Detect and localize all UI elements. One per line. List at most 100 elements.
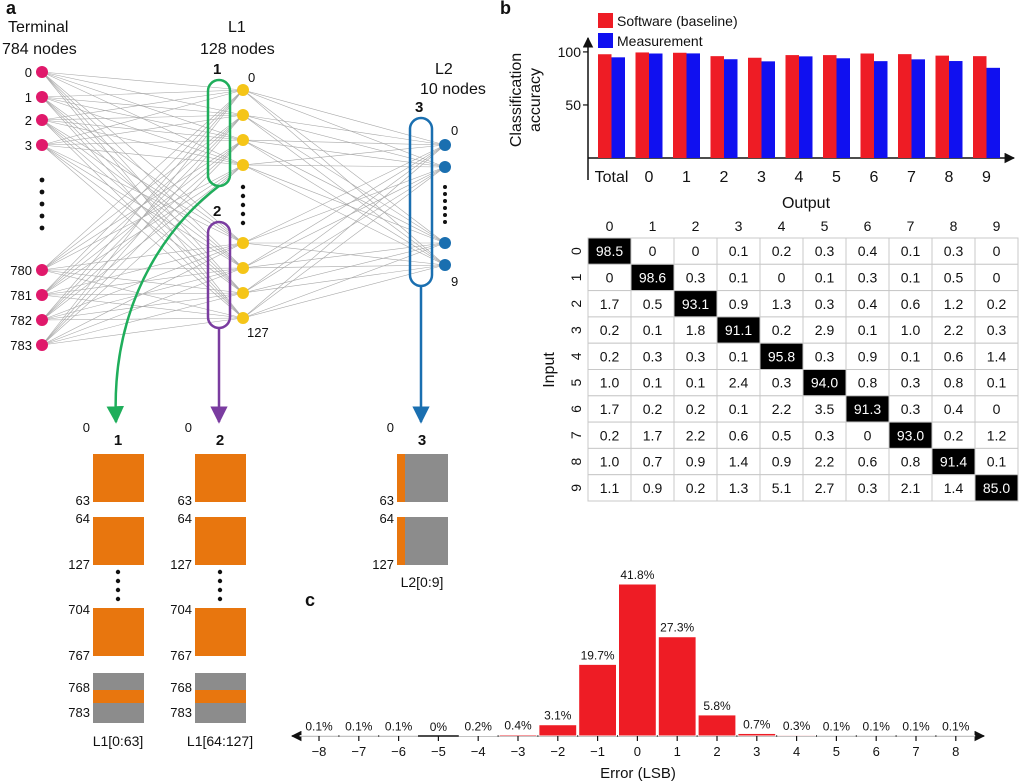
x-tick-label: 5: [833, 744, 840, 759]
x-tick-label: 9: [982, 169, 991, 186]
connection-line: [242, 166, 446, 319]
x-tick-label: 2: [720, 169, 729, 186]
histogram-value-label: 0.4%: [504, 719, 532, 733]
bar: [611, 57, 625, 158]
connection-line: [41, 292, 244, 346]
ellipsis-dot: [39, 177, 45, 183]
terminal-node-index: 0: [25, 65, 32, 80]
y-axis-title-line: Classification: [508, 53, 525, 147]
histogram-value-label: 0.1%: [863, 720, 891, 734]
bar: [898, 54, 912, 158]
matrix-cell-value: 0: [606, 269, 614, 285]
matrix-cell-value: 0.8: [858, 375, 878, 391]
x-tick-label: 3: [753, 744, 760, 759]
ellipsis-dot: [217, 578, 223, 584]
matrix-cell-value: 1.1: [600, 480, 620, 496]
matrix-cell: [673, 369, 718, 397]
unused-block: [397, 517, 448, 565]
connection-line: [242, 114, 446, 146]
connection-line: [242, 242, 446, 269]
ellipsis-dot: [443, 213, 447, 217]
x-tick-label: 5: [832, 169, 841, 186]
matrix-cell-value: 0.1: [729, 269, 749, 285]
array-row-index: 704: [170, 602, 192, 617]
x-tick-label: −8: [312, 744, 327, 759]
matrix-cell: [716, 369, 761, 397]
connection-line: [242, 139, 446, 146]
node-groups: 1 2 3: [106, 61, 434, 424]
connection-lines: [41, 71, 446, 346]
matrix-cell-value: 0.1: [729, 401, 749, 417]
matrix-cell-value: 0.1: [858, 322, 878, 338]
matrix-cell-value: 0.3: [815, 243, 835, 259]
connection-line: [41, 89, 244, 121]
connection-line: [242, 164, 446, 244]
matrix-cell-value: 0.9: [772, 454, 792, 470]
x-tick-label: 7: [907, 169, 916, 186]
matrix-cell-value: 0.1: [901, 243, 921, 259]
matrix-cell-value: 0.2: [987, 296, 1007, 312]
bar: [710, 56, 724, 158]
x-tick-label: 8: [952, 744, 959, 759]
matrix-cell-value: 0.8: [901, 454, 921, 470]
l2-last-index: 9: [451, 274, 458, 289]
connection-line: [242, 164, 446, 168]
matrix-cell-value: 0.5: [772, 427, 792, 443]
matrix-cell-value: 1.8: [686, 322, 706, 338]
ellipsis-dot: [217, 596, 223, 602]
matrix-cell-value: 0.2: [686, 401, 706, 417]
matrix-row-header: 0: [568, 247, 584, 255]
matrix-cell: [630, 447, 675, 476]
connection-line: [242, 89, 446, 266]
x-tick-label: 6: [870, 169, 879, 186]
histogram-value-label: 0.7%: [743, 717, 771, 731]
matrix-cell-value: 93.1: [682, 296, 709, 312]
matrix-cell: [931, 316, 976, 344]
matrix-cell-value: 0.3: [858, 480, 878, 496]
connection-line: [242, 89, 446, 168]
histogram-bar: [458, 734, 498, 737]
matrix-cell: [673, 474, 718, 502]
bar: [635, 52, 649, 158]
connection-line: [242, 242, 446, 294]
histogram-bar: [498, 734, 538, 737]
matrix-cell-value: 1.7: [600, 401, 620, 417]
matrix-col-header: 9: [993, 218, 1001, 234]
histogram-bar: [737, 732, 777, 737]
matrix-cell: [716, 395, 761, 423]
matrix-cell: [759, 421, 804, 449]
ellipsis-dot: [240, 211, 246, 217]
matrix-cell-value: 0.7: [643, 454, 663, 470]
array-row-index: 783: [68, 705, 90, 720]
matrix-cell-value: 91.4: [940, 454, 967, 470]
confusion-matrix: Output Input 0 1 2 3 4 5 6 7 8 9 0 1 2 3 4 5 6 7 8 9 98.5 0 0 0.1…: [541, 195, 1019, 502]
matrix-cell-value: 0.3: [901, 375, 921, 391]
connection-line: [242, 144, 446, 319]
matrix-cell-value: 0.4: [944, 401, 964, 417]
matrix-cell-value: 0: [993, 269, 1001, 285]
legend-label: Measurement: [617, 33, 703, 49]
connection-line: [242, 166, 446, 269]
matrix-cell: [759, 290, 804, 318]
weight-block: [93, 454, 144, 502]
bar: [874, 61, 888, 158]
matrix-title: Output: [782, 195, 831, 212]
matrix-cell-value: 0: [864, 427, 872, 443]
connection-line: [41, 96, 244, 141]
matrix-col-header: 7: [907, 218, 915, 234]
panel-c-label: c: [305, 590, 315, 610]
connection-line: [242, 89, 446, 244]
x-tick-label: 8: [945, 169, 954, 186]
weight-strip: [397, 454, 405, 502]
matrix-cell-value: 1.3: [772, 296, 792, 312]
x-tick-label: 4: [793, 744, 800, 759]
bar: [748, 57, 762, 158]
terminal-node: [36, 66, 48, 78]
x-axis-title: Error (LSB): [600, 765, 676, 782]
histogram-bar: [657, 636, 697, 737]
matrix-row-header: 8: [568, 457, 584, 465]
connection-line: [242, 114, 446, 266]
array-row-index: 63: [76, 493, 90, 508]
bar: [911, 59, 925, 159]
